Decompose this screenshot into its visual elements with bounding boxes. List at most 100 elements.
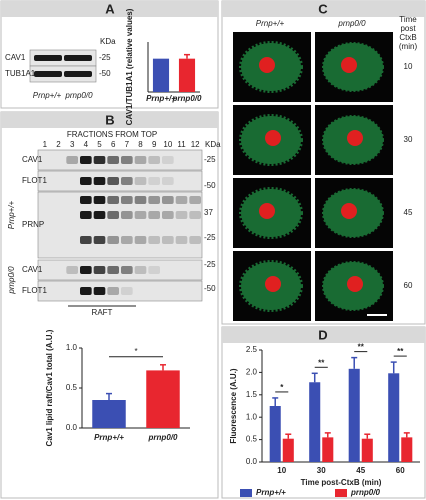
bar [309,382,321,462]
panel-letter: A [105,1,115,16]
fraction-label: 12 [191,140,200,149]
fraction-label: 7 [125,140,130,149]
micrographs [233,32,393,321]
significance-label: ** [318,358,325,367]
bar [282,438,294,462]
blot-band [107,287,119,295]
blot-band [80,156,92,164]
bar [178,58,196,92]
unit-label: KDa [100,37,116,46]
blot-band [34,71,62,77]
blot-band [162,211,174,219]
row-label: CAV1 [22,265,43,274]
blot-band [175,236,188,244]
blot-band [64,71,92,77]
x-tick-label: 45 [356,466,365,475]
blot-band [80,236,92,244]
blot-band [107,266,119,274]
y-tick-label: 0.5 [66,383,78,392]
legend-swatch [335,489,347,497]
blot [37,191,203,259]
y-tick-label: 0.0 [66,423,78,432]
group-label: Prnp+/+ [7,200,16,229]
blot [37,280,203,302]
bar [361,438,373,462]
blot-band [93,196,106,204]
lane-label: Prnp+/+ [33,91,62,100]
blot-band [80,287,92,295]
blot-band [66,266,78,274]
blot-band [189,196,201,204]
blot [29,65,97,83]
y-tick-label: 0.5 [246,435,258,444]
blot-band [93,156,106,164]
blot-band [34,55,62,61]
bar [322,437,334,462]
significance-label: ** [358,343,365,352]
bar [388,373,400,462]
fraction-label: 2 [56,140,61,149]
nucleus [259,57,275,73]
nucleus [347,130,363,146]
x-tick-label: Prnp+/+ [94,433,124,442]
blot-band [107,196,119,204]
blot-band [93,287,106,295]
blot-band [93,266,106,274]
nucleus [341,57,357,73]
fraction-label: 5 [97,140,102,149]
row-label: CAV1 [5,53,26,62]
blot-band [93,236,106,244]
bar [92,400,126,428]
blot-band [162,236,174,244]
blot-band [121,156,133,164]
y-tick-label: 1.5 [246,390,258,399]
blot-band [66,156,78,164]
blot [37,259,203,281]
panel-header [222,1,425,17]
blot-band [107,211,119,219]
row-label: TUB1A1 [5,69,36,78]
blot-band [64,55,92,61]
y-axis-label: Fluorescence (A.U.) [229,368,238,443]
panel-header [1,112,218,128]
column-label: prnp0/0 [337,19,366,28]
fraction-label: 9 [152,140,157,149]
time-header: (min) [399,42,418,51]
blot-band [80,196,92,204]
blot-band [107,156,119,164]
x-tick-label: 60 [396,466,405,475]
mw-label: -25 [204,233,216,242]
bar [269,406,281,462]
time-label: 30 [404,135,413,144]
blot-band [148,177,160,185]
row-label: CAV1 [22,155,43,164]
blot-band [121,236,133,244]
fraction-label: 3 [70,140,75,149]
mw-label: -25 [99,53,111,62]
column-label: Prnp+/+ [256,19,285,28]
blot-band [121,196,133,204]
x-axis-label: Time post-CtxB (min) [301,478,382,487]
blot-band [148,266,160,274]
nucleus [265,130,281,146]
x-tick-label: 10 [277,466,286,475]
bar [401,437,413,462]
bar [348,368,360,462]
lane-label: prnp0/0 [64,91,93,100]
significance-label: * [134,347,137,356]
blot-band [134,196,147,204]
mw-label: -25 [204,260,216,269]
blot-band [107,236,119,244]
time-header: post [400,24,416,33]
legend-label: prnp0/0 [350,488,380,497]
blot-band [134,266,147,274]
blot-header: FRACTIONS FROM TOP [67,130,157,139]
blot-band [162,196,174,204]
fraction-label: 4 [84,140,89,149]
mw-label: 37 [204,208,213,217]
group-label: prnp0/0 [7,266,16,295]
blot-band [80,177,92,185]
fraction-label: 11 [177,140,186,149]
y-tick-label: 1.0 [246,412,258,421]
